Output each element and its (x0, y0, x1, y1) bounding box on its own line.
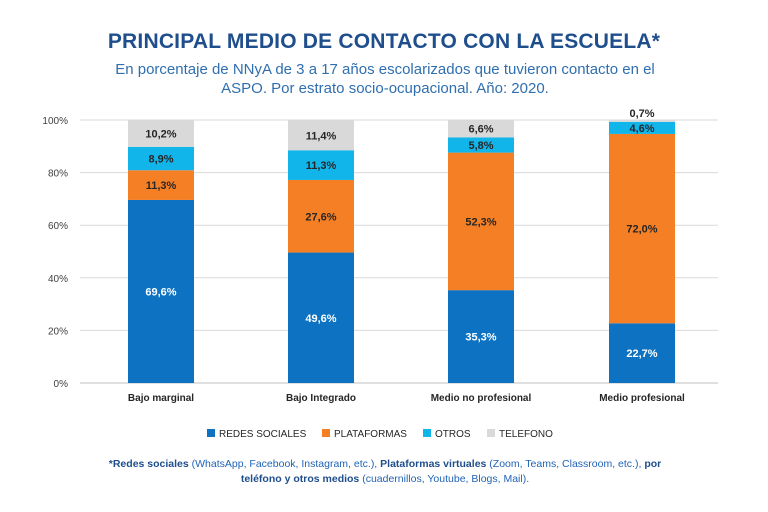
data-label-redes: 49,6% (305, 313, 336, 325)
bar-segment-telefono (128, 120, 194, 147)
y-tick-label: 60% (48, 221, 68, 232)
x-category-label: Bajo marginal (128, 393, 194, 404)
bar-segment-otros (609, 121, 675, 134)
bar-segment-plataformas (448, 152, 514, 291)
legend-label-telefono: TELEFONO (499, 429, 553, 440)
legend-swatch-telefono (487, 429, 495, 437)
bar-segment-redes (609, 323, 675, 383)
y-tick-label: 0% (54, 379, 69, 390)
footnote-end: . (526, 473, 530, 485)
bar-segment-otros (288, 150, 354, 180)
data-label-telefono: 0,7% (629, 108, 654, 120)
data-label-otros: 8,9% (148, 154, 173, 166)
bar-segment-plataformas (609, 133, 675, 324)
bar-segment-redes (288, 252, 354, 383)
legend-label-plataformas: PLATAFORMAS (334, 429, 407, 440)
x-category-label: Bajo Integrado (286, 393, 356, 404)
x-category-label: Medio no profesional (431, 393, 532, 404)
data-label-otros: 11,3% (306, 160, 337, 172)
footnote-otros-detail: (cuadernillos, Youtube, Blogs, Mail) (359, 473, 527, 485)
subtitle-line-2: ASPO. Por estrato socio-ocupacional. Año… (221, 80, 549, 97)
footnote-redes: *Redes sociales (108, 458, 189, 470)
bar-segment-redes (448, 290, 514, 383)
data-label-plataformas: 72,0% (626, 224, 657, 236)
legend-swatch-redes (207, 429, 215, 437)
data-label-redes: 22,7% (626, 348, 657, 360)
y-tick-label: 80% (48, 169, 68, 180)
legend-label-otros: OTROS (435, 429, 471, 440)
y-tick-label: 40% (48, 274, 68, 285)
data-label-redes: 35,3% (465, 332, 496, 344)
y-tick-label: 100% (42, 116, 68, 127)
footnote: *Redes sociales (WhatsApp, Facebook, Ins… (90, 457, 680, 487)
bar-segment-redes (128, 199, 194, 383)
bar-segment-telefono (448, 120, 514, 138)
subtitle-line-1: En porcentaje de NNyA de 3 a 17 años esc… (115, 61, 655, 78)
data-label-telefono: 10,2% (145, 128, 176, 140)
bar-segment-telefono (288, 120, 354, 151)
data-label-redes: 69,6% (145, 286, 176, 298)
x-category-label: Medio profesional (599, 393, 685, 404)
legend-swatch-otros (423, 429, 431, 437)
legend-swatch-plataformas (322, 429, 330, 437)
data-label-telefono: 6,6% (468, 124, 493, 136)
bar-segment-plataformas (288, 179, 354, 253)
footnote-redes-detail: (WhatsApp, Facebook, Instagram, etc.), (188, 458, 381, 470)
bar-segment-otros (448, 137, 514, 153)
footnote-plataformas: Plataformas virtuales (380, 458, 487, 470)
footnote-plataformas-detail: (Zoom, Teams, Classroom, etc.), (486, 458, 645, 470)
data-label-telefono: 11,4% (306, 130, 337, 142)
bar-segment-otros (128, 146, 194, 171)
bar-segment-plataformas (128, 170, 194, 200)
footnote-telefono: por teléfono y otros medios (240, 458, 662, 485)
y-tick-label: 20% (48, 326, 68, 337)
chart-subtitle: En porcentaje de NNyA de 3 a 17 años esc… (70, 60, 700, 98)
legend-label-redes: REDES SOCIALES (219, 429, 307, 440)
data-label-plataformas: 27,6% (305, 211, 336, 223)
data-label-plataformas: 52,3% (465, 216, 496, 228)
chart-title: PRINCIPAL MEDIO DE CONTACTO CON LA ESCUE… (107, 30, 661, 53)
data-label-otros: 5,8% (468, 140, 493, 152)
bar-segment-telefono (609, 120, 675, 122)
data-label-otros: 4,6% (629, 123, 654, 135)
data-label-plataformas: 11,3% (146, 180, 177, 192)
